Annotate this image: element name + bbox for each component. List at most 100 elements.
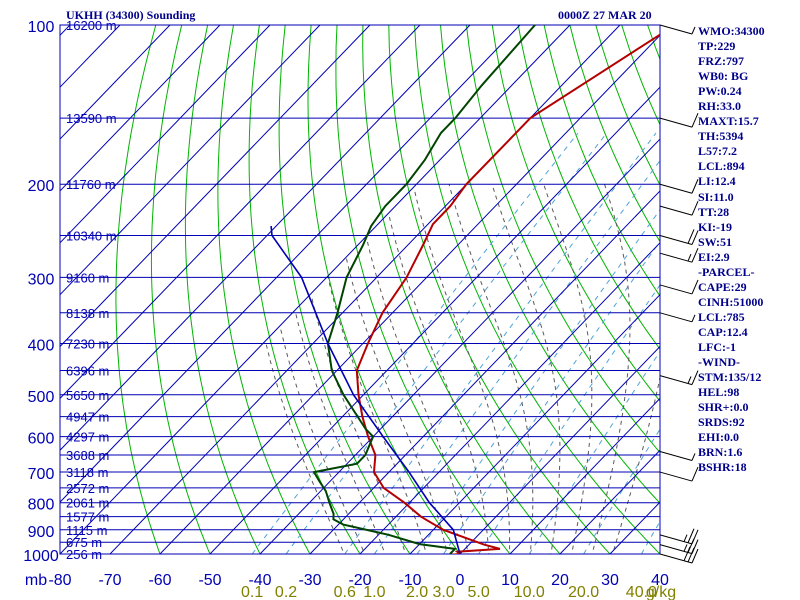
mixing-ratio-tick-label: 0.1 — [241, 584, 263, 600]
mixing-ratio-tick-label: 40.0 — [626, 584, 657, 600]
height-label: 7230 m — [66, 336, 109, 351]
stat-item: MAXT:15.7 — [698, 114, 759, 129]
stat-item: -PARCEL- — [698, 264, 755, 279]
height-label: 11760 m — [66, 177, 116, 192]
wind-barb-staff — [659, 117, 693, 128]
dry-adiabat — [184, 24, 261, 554]
stat-item: CAP:12.4 — [698, 324, 748, 339]
wind-barb-half-flag — [687, 253, 692, 262]
stat-item: -WIND- — [698, 355, 740, 370]
dry-adiabat — [278, 24, 411, 554]
wind-barb-flag — [691, 539, 699, 554]
mixing-ratio-tick-label: 5.0 — [467, 584, 489, 600]
dry-adiabat — [569, 24, 660, 243]
moist-adiabat — [591, 184, 631, 554]
isotherm — [159, 34, 660, 554]
moist-adiabat — [413, 189, 511, 554]
wind-barb-staff — [659, 553, 693, 564]
pressure-tick-label: 500 — [28, 389, 55, 406]
height-label: 6396 m — [66, 364, 109, 379]
wind-barb — [659, 229, 699, 245]
isotherm — [0, 25, 20, 554]
wind-barb — [659, 466, 699, 482]
wind-barb-flag — [691, 466, 699, 482]
wind-barb-flag — [687, 229, 695, 244]
dry-adiabat — [440, 24, 660, 504]
height-label: 16200 m — [66, 18, 117, 33]
mixing-ratio-tick-label: 1.0 — [363, 584, 385, 600]
moist-adiabat — [388, 216, 490, 554]
wind-barb-staff — [659, 235, 693, 245]
temperature-tick-label: 10 — [501, 572, 519, 589]
mixing-ratio-line — [416, 209, 660, 554]
dry-adiabat — [150, 24, 211, 554]
height-label: 4297 m — [66, 430, 109, 445]
dry-adiabat — [543, 24, 660, 297]
wind-barb — [659, 528, 699, 545]
wind-barb-flag — [691, 200, 699, 216]
stat-item: FRZ:797 — [698, 54, 744, 69]
wind-barb-staff — [659, 544, 693, 555]
dewpoint-line — [312, 24, 536, 554]
stat-item: SRDS:92 — [698, 415, 745, 430]
isotherm — [60, 24, 521, 503]
stat-item: SI:11.0 — [698, 189, 734, 204]
mixing-ratio-line — [251, 132, 579, 554]
stat-item: TP:229 — [698, 39, 736, 54]
mixing-ratio-line — [478, 284, 660, 554]
isotherm — [60, 24, 321, 296]
moist-adiabat — [310, 295, 407, 554]
dry-adiabat — [465, 24, 660, 454]
pressure-tick-label: 700 — [28, 466, 55, 483]
stat-item: KI:-19 — [698, 219, 732, 234]
moist-adiabat — [543, 184, 593, 554]
wind-barb-half-flag — [683, 534, 688, 542]
wind-barb-flag — [691, 548, 699, 564]
wind-barb — [659, 247, 699, 263]
stat-item: EI:2.9 — [698, 249, 730, 264]
height-label: 10340 m — [66, 229, 117, 244]
height-label: 2572 m — [66, 481, 109, 496]
isotherm — [509, 397, 660, 554]
stat-item: BSHR:18 — [698, 460, 747, 475]
stat-item: LI:12.4 — [698, 174, 736, 189]
isotherm — [559, 449, 660, 554]
isotherm — [459, 345, 660, 554]
mixing-ratio-tick-label: 10.0 — [514, 584, 545, 600]
wind-barb-staff — [659, 252, 693, 263]
wind-barb — [659, 24, 696, 35]
wind-barb-half-flag — [691, 453, 696, 461]
height-label: 1577 m — [66, 510, 109, 525]
wind-barb-flag — [691, 529, 699, 545]
wind-barb-flag — [691, 279, 699, 295]
stat-item: LFC:-1 — [698, 339, 736, 354]
stat-item: RH:33.0 — [698, 99, 741, 114]
temperature-tick-label: -80 — [48, 572, 71, 589]
temperature-tick-label: -40 — [248, 572, 271, 589]
wind-barb-half-flag — [691, 26, 696, 35]
height-label: 2061 m — [66, 496, 109, 511]
isotherm — [309, 190, 660, 554]
isotherm — [209, 86, 660, 554]
wind-barb — [659, 546, 699, 564]
stats-panel: WMO:34300 TP:229 FRZ:797 WB0: BG PW:0.24 RH:3… — [698, 24, 765, 475]
isotherm — [60, 24, 421, 400]
dry-adiabat — [777, 25, 800, 565]
isotherm — [109, 24, 621, 554]
isotherm — [60, 24, 471, 451]
wind-barb-staff — [659, 312, 693, 323]
wind-barb-half-flag — [687, 376, 692, 384]
wind-barb-flag — [687, 528, 695, 543]
wind-barb-half-flag — [691, 314, 696, 323]
isotherm — [409, 293, 660, 554]
wind-barb-flag — [691, 112, 699, 128]
pressure-tick-label: 900 — [28, 524, 55, 541]
wind-barb-staff — [659, 450, 693, 461]
temperature-tick-label: -10 — [398, 572, 421, 589]
height-label: 8138 m — [66, 306, 109, 321]
stat-item: BRN:1.6 — [698, 445, 743, 460]
dry-adiabat — [307, 24, 461, 554]
wind-barb-staff — [659, 471, 693, 482]
height-label: 13590 m — [66, 111, 117, 126]
